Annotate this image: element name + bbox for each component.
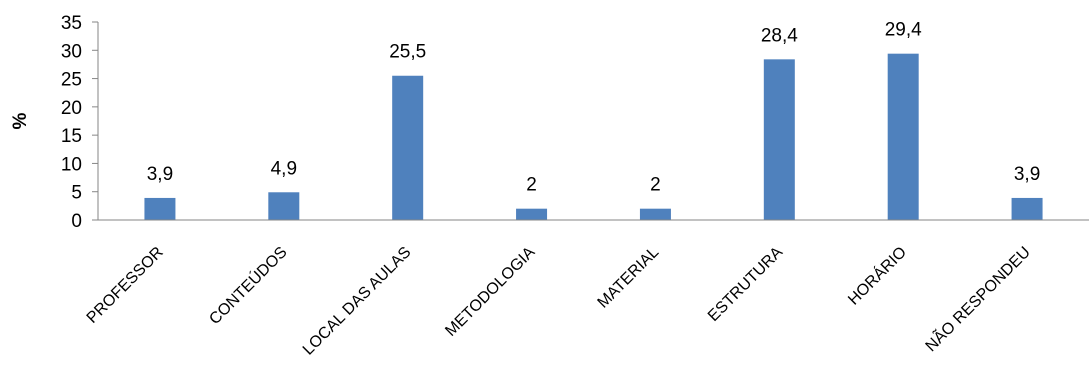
bar — [516, 208, 548, 220]
data-label: 29,4 — [885, 20, 922, 41]
bar — [763, 59, 795, 220]
y-axis: 0 5 10 15 20 25 30 35 — [61, 13, 99, 232]
data-label: 2 — [526, 175, 537, 196]
y-tick-label: 10 — [61, 154, 82, 175]
data-label: 25,5 — [389, 42, 426, 63]
category-label: HORÁRIO — [844, 242, 910, 308]
category-labels: PROFESSOR CONTEÚDOS LOCAL DAS AULAS METODOL… — [84, 242, 1034, 359]
bar — [268, 192, 300, 220]
bar — [887, 53, 919, 221]
category-label: CONTEÚDOS — [205, 242, 291, 328]
data-label: 28,4 — [761, 25, 798, 46]
bars — [144, 53, 1043, 221]
y-tick-label: 0 — [71, 211, 82, 232]
category-label: PROFESSOR — [84, 244, 167, 327]
y-tick-label: 30 — [61, 41, 82, 62]
bar — [144, 197, 176, 220]
y-tick-label: 25 — [61, 70, 82, 91]
data-label: 2 — [650, 175, 661, 196]
category-label: LOCAL DAS AULAS — [300, 244, 415, 359]
data-label: 3,9 — [147, 164, 173, 185]
category-label: NÃO RESPONDEU — [920, 242, 1033, 355]
y-tick-label: 5 — [71, 183, 82, 204]
category-label: METODOLOGIA — [442, 244, 538, 340]
y-tick-label: 35 — [61, 13, 82, 34]
y-axis-title: % — [10, 112, 31, 129]
category-label: MATERIAL — [595, 244, 663, 312]
data-labels: 3,9 4,9 25,5 2 2 28,4 29,4 3,9 — [147, 20, 1041, 196]
data-label: 4,9 — [271, 158, 297, 179]
bar — [639, 208, 671, 220]
y-tick-label: 15 — [61, 126, 82, 147]
category-label: ESTRUTURA — [705, 244, 786, 325]
y-tick-label: 20 — [61, 98, 82, 119]
bar — [1011, 197, 1043, 220]
bar — [392, 75, 424, 220]
data-label: 3,9 — [1014, 164, 1040, 185]
